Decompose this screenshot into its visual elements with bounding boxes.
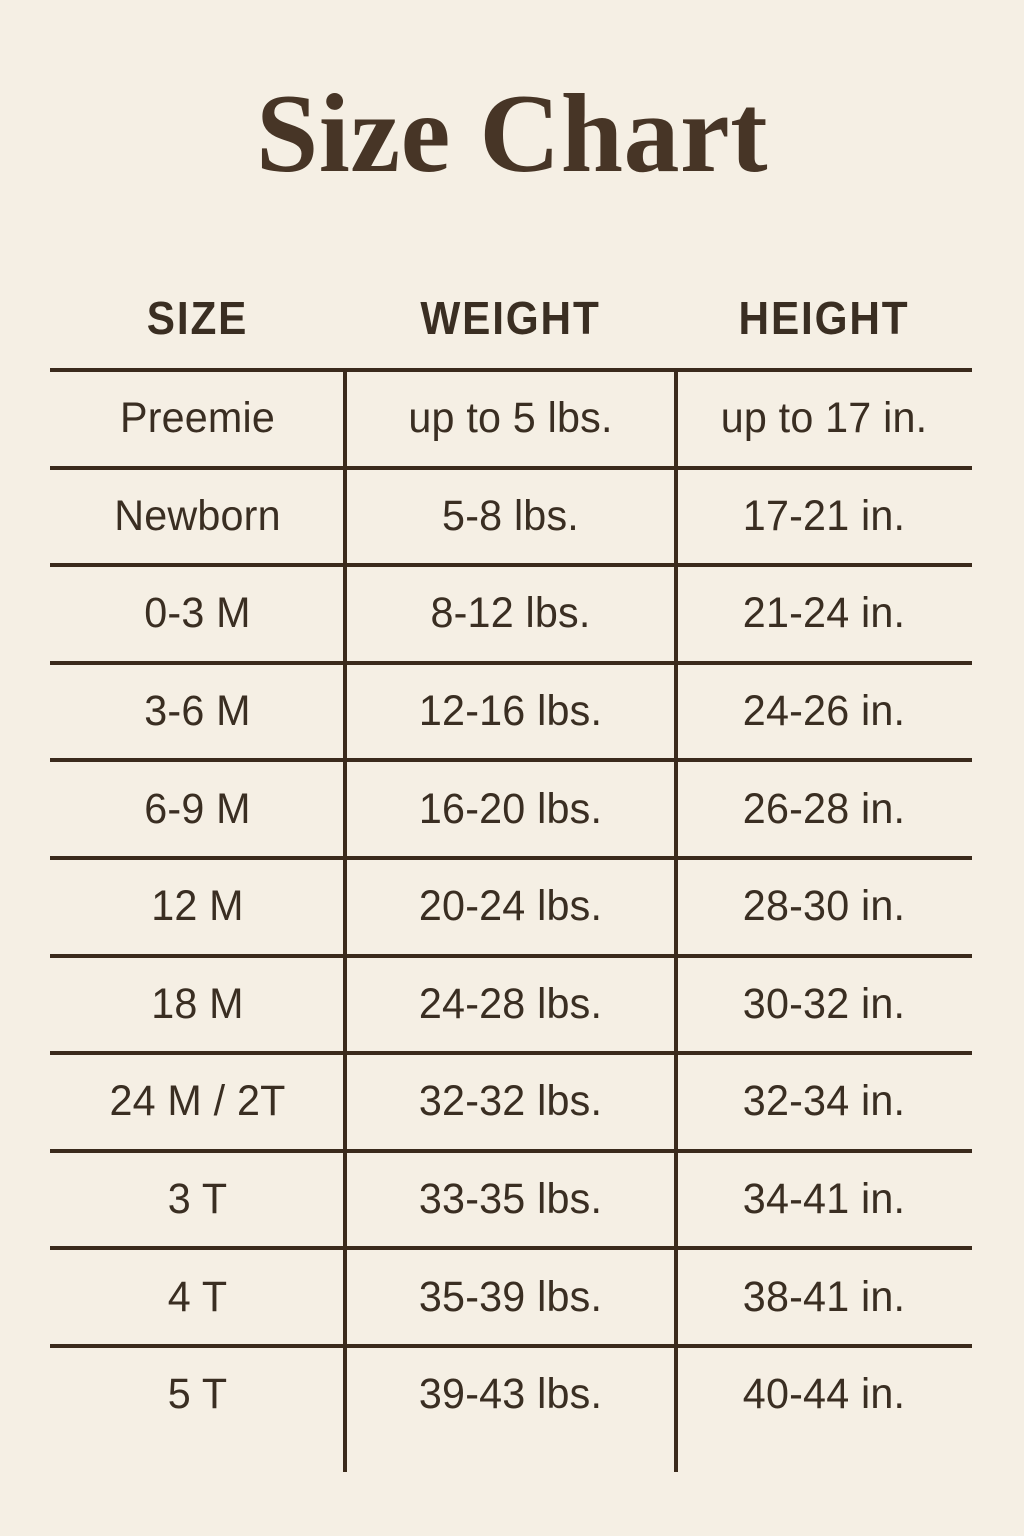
cell-weight: 35-39 lbs. [418, 1272, 603, 1321]
table-row: 0-3 M 8-12 lbs. 21-24 in. [50, 563, 972, 661]
cell-size: 4 T [167, 1272, 228, 1321]
cell-height: 40-44 in. [742, 1370, 906, 1419]
cell-height: 38-41 in. [742, 1272, 906, 1321]
cell-size: 24 M / 2T [109, 1077, 286, 1126]
cell-height: up to 17 in. [720, 394, 928, 443]
cell-height: 30-32 in. [742, 979, 906, 1028]
cell-height: 32-34 in. [742, 1077, 906, 1126]
cell-size: Preemie [119, 394, 276, 443]
column-header-height: HEIGHT [738, 292, 910, 344]
table-row: 3 T 33-35 lbs. 34-41 in. [50, 1148, 972, 1247]
table-row: 5 T 39-43 lbs. 40-44 in. [50, 1343, 972, 1442]
table-row: Preemie up to 5 lbs. up to 17 in. [50, 368, 972, 466]
cell-size: 0-3 M [144, 589, 251, 638]
cell-weight: 12-16 lbs. [418, 687, 603, 736]
cell-size: Newborn [114, 491, 281, 540]
cell-height: 17-21 in. [742, 491, 906, 540]
size-chart-table: SIZE WEIGHT HEIGHT Preemie up to 5 lbs. … [50, 268, 972, 1472]
cell-size: 3-6 M [144, 687, 251, 736]
table-row: Newborn 5-8 lbs. 17-21 in. [50, 465, 972, 564]
cell-size: 6-9 M [144, 784, 251, 833]
cell-weight: 16-20 lbs. [418, 784, 603, 833]
cell-size: 3 T [167, 1175, 228, 1224]
cell-weight: 20-24 lbs. [418, 882, 603, 931]
cell-weight: 33-35 lbs. [418, 1175, 603, 1224]
cell-weight: 39-43 lbs. [418, 1370, 603, 1419]
cell-weight: 32-32 lbs. [418, 1077, 603, 1126]
page-title: Size Chart [255, 72, 768, 196]
cell-weight: 24-28 lbs. [418, 979, 603, 1028]
table-header-row: SIZE WEIGHT HEIGHT [50, 268, 972, 368]
cell-height: 21-24 in. [742, 589, 906, 638]
table-body: Preemie up to 5 lbs. up to 17 in. Newbor… [50, 368, 972, 1472]
cell-size: 18 M [151, 979, 244, 1028]
table-row: 3-6 M 12-16 lbs. 24-26 in. [50, 660, 972, 759]
cell-height: 26-28 in. [742, 784, 906, 833]
cell-size: 12 M [151, 882, 244, 931]
cell-height: 24-26 in. [742, 687, 906, 736]
table-row: 24 M / 2T 32-32 lbs. 32-34 in. [50, 1051, 972, 1149]
cell-height: 28-30 in. [742, 882, 906, 931]
column-header-weight: WEIGHT [420, 292, 601, 344]
table-row: 6-9 M 16-20 lbs. 26-28 in. [50, 758, 972, 856]
cell-weight: 8-12 lbs. [430, 589, 591, 638]
table-row: 12 M 20-24 lbs. 28-30 in. [50, 855, 972, 954]
cell-weight: 5-8 lbs. [442, 491, 579, 540]
cell-weight: up to 5 lbs. [408, 394, 613, 443]
column-header-size: SIZE [146, 292, 249, 344]
cell-height: 34-41 in. [742, 1175, 906, 1224]
table-row: 18 M 24-28 lbs. 30-32 in. [50, 953, 972, 1052]
table-row: 4 T 35-39 lbs. 38-41 in. [50, 1246, 972, 1344]
cell-size: 5 T [167, 1370, 228, 1419]
